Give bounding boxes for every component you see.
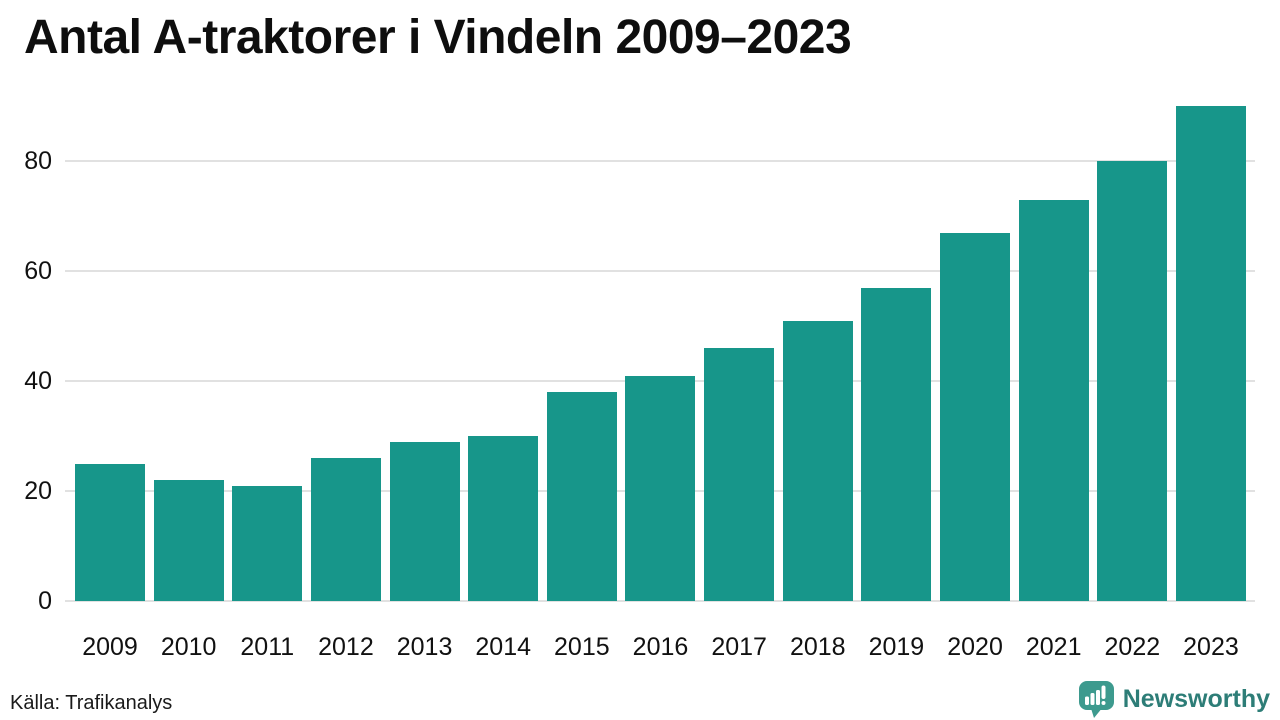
bar-2016	[625, 375, 696, 601]
x-tick-label: 2009	[82, 633, 138, 661]
x-tick-label: 2014	[475, 633, 532, 661]
baseline	[65, 600, 1255, 602]
bar-2022	[1097, 161, 1168, 601]
x-tick-label: 2018	[789, 633, 846, 661]
bar-2015	[546, 392, 617, 601]
bar-2014	[468, 436, 539, 601]
x-tick-label: 2019	[868, 633, 925, 661]
bar-2018	[782, 320, 853, 601]
x-tick-label: 2016	[632, 633, 689, 661]
x-tick-label: 2020	[947, 633, 1003, 661]
y-tick-label: 80	[24, 147, 52, 175]
bar-2010	[153, 480, 224, 601]
newsworthy-speech-bubble-chart-icon	[1078, 680, 1115, 718]
source-label: Källa: Trafikanalys	[10, 692, 173, 714]
bar-2023	[1175, 106, 1246, 601]
bar-2011	[232, 485, 303, 601]
plot-area	[65, 106, 1255, 602]
x-tick-label: 2015	[554, 633, 610, 661]
y-tick-label: 60	[24, 257, 52, 285]
bar-series	[65, 106, 1255, 601]
x-tick-label: 2017	[711, 633, 767, 661]
y-tick-label: 0	[38, 587, 52, 615]
bar-2013	[389, 441, 460, 601]
x-tick-label: 2013	[396, 633, 453, 661]
bar-2019	[861, 287, 932, 601]
brand-name: Newsworthy	[1122, 685, 1270, 713]
x-tick-label: 2011	[240, 633, 295, 661]
x-tick-label: 2023	[1183, 633, 1239, 661]
x-tick-label: 2012	[318, 633, 374, 661]
y-axis: 0 20 40 60 80	[0, 106, 52, 615]
gridline	[65, 270, 1255, 272]
bar-2009	[75, 463, 145, 601]
x-axis: 2009 2010 2011 2012 2013 2014 2015 2016 2017 2018…	[65, 632, 1255, 662]
y-tick-label: 20	[24, 477, 52, 505]
bar-2017	[704, 348, 775, 601]
chart-title: Antal A-traktorer i Vindeln 2009–2023	[24, 11, 852, 64]
x-tick-label: 2022	[1104, 633, 1161, 661]
x-tick-label: 2010	[160, 633, 217, 661]
gridline	[65, 160, 1255, 162]
x-tick-label: 2021	[1025, 633, 1082, 661]
newsworthy-logo[interactable]: Newsworthy	[1078, 680, 1270, 718]
bar-2012	[310, 458, 381, 601]
bar-2020	[940, 232, 1011, 601]
bar-2021	[1018, 199, 1089, 601]
y-tick-label: 40	[24, 367, 52, 395]
